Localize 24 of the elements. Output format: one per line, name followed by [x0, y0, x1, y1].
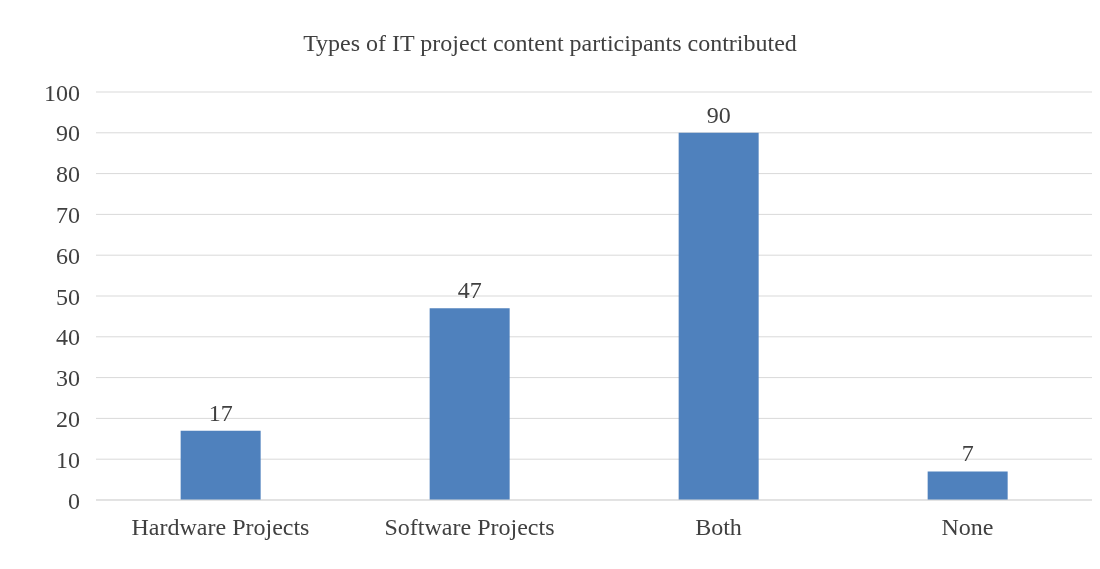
- x-tick-label: Software Projects: [384, 514, 555, 541]
- y-tick-label: 10: [56, 446, 80, 473]
- y-tick-label: 100: [44, 79, 80, 106]
- y-tick-label: 40: [56, 324, 80, 351]
- y-tick-label: 80: [56, 161, 80, 188]
- chart-title: Types of IT project content participants contributed: [302, 29, 798, 58]
- y-tick-label: 70: [56, 201, 80, 228]
- y-tick-label: 0: [68, 487, 80, 514]
- data-label: 47: [457, 277, 482, 304]
- y-tick-label: 30: [56, 365, 80, 392]
- y-tick-label: 50: [56, 283, 80, 310]
- bar: [927, 471, 1008, 500]
- y-tick-label: 20: [56, 405, 80, 432]
- y-tick-label: 60: [56, 242, 80, 269]
- x-tick-label: Both: [695, 514, 742, 541]
- x-tick-label: Hardware Projects: [131, 514, 310, 541]
- data-label: 7: [961, 440, 974, 467]
- x-tick-label: None: [941, 514, 994, 541]
- bar: [180, 430, 261, 500]
- data-label: 17: [208, 399, 233, 426]
- bar: [429, 308, 510, 500]
- bar: [678, 132, 759, 500]
- data-label: 90: [706, 101, 731, 128]
- y-tick-label: 90: [56, 120, 80, 147]
